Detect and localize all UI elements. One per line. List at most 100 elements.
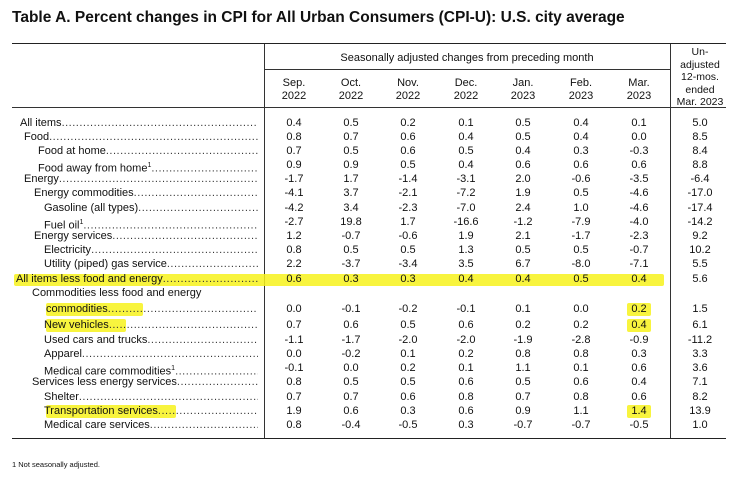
table-title: Table A. Percent changes in CPI for All …: [12, 9, 625, 26]
column-divider: [670, 44, 671, 438]
value-cell: 0.4: [515, 273, 531, 285]
value-cell: 0.8: [286, 244, 302, 256]
leader-dots: ........................................…: [107, 303, 258, 315]
value-cell: 0.9: [343, 159, 359, 171]
row-label: Utility (piped) gas service.............…: [44, 257, 258, 272]
value-cell: -1.4: [398, 173, 418, 185]
value-cell: 1.9: [286, 405, 302, 417]
value-cell: 0.7: [343, 131, 359, 143]
footnote-marker: 1: [79, 219, 84, 226]
row-label-text: Food: [24, 131, 50, 143]
value-cell: 0.6: [458, 405, 474, 417]
row-label-text: commodities: [46, 303, 108, 315]
table-row: Services less energy services...........…: [12, 375, 726, 390]
table-row: Energy commodities......................…: [12, 186, 726, 201]
row-label: All items less food and energy..........…: [16, 272, 258, 287]
value-cell: 0.8: [286, 131, 302, 143]
row-label: Energy services.........................…: [34, 229, 258, 244]
row-label: Used cars and trucks....................…: [44, 333, 258, 348]
unadjusted-value-cell: 10.2: [689, 244, 711, 256]
value-cell: -3.4: [398, 258, 418, 270]
cpi-table: Seasonally adjusted changes from precedi…: [12, 43, 726, 439]
value-cell: -4.0: [629, 216, 649, 228]
unadjusted-header: Un- adjusted 12-mos. ended Mar. 2023: [676, 46, 724, 108]
value-cell: 1.1: [573, 405, 589, 417]
value-cell: -2.0: [456, 334, 476, 346]
row-label-text: Shelter: [44, 391, 79, 403]
unadjusted-value-cell: 5.6: [692, 273, 708, 285]
value-cell: -0.9: [629, 334, 649, 346]
table-row: Used cars and trucks....................…: [12, 333, 726, 348]
row-label-text: Utility (piped) gas service: [44, 258, 167, 270]
value-cell: 0.1: [458, 362, 474, 374]
month-label: Sep.: [282, 77, 306, 89]
value-cell: 0.8: [286, 419, 302, 431]
row-label-text: Medical care commodities: [44, 365, 172, 378]
value-cell: 0.0: [343, 362, 359, 374]
table-row: Apparel.................................…: [12, 347, 726, 362]
value-cell: 1.7: [343, 173, 359, 185]
value-cell: 0.5: [573, 273, 589, 285]
table-row: Food at home............................…: [12, 144, 726, 159]
value-cell: 0.3: [343, 273, 359, 285]
value-cell: 1.4: [631, 405, 647, 417]
row-label-text: All items: [20, 117, 62, 129]
value-cell: 0.7: [343, 391, 359, 403]
leader-dots: ........................................…: [147, 334, 258, 346]
value-cell: 0.6: [631, 362, 647, 374]
unadjusted-value-cell: 8.4: [692, 145, 708, 157]
value-cell: -0.1: [341, 303, 361, 315]
value-cell: -2.8: [571, 334, 591, 346]
value-cell: 0.2: [573, 319, 589, 331]
seasonal-header: Seasonally adjusted changes from precedi…: [340, 52, 594, 64]
value-cell: 3.4: [343, 202, 359, 214]
row-label: Shelter.................................…: [44, 390, 258, 405]
value-cell: -7.9: [571, 216, 591, 228]
value-cell: 0.9: [286, 159, 302, 171]
value-cell: 0.8: [458, 391, 474, 403]
row-label-text: Services less energy services: [32, 376, 177, 388]
value-cell: 0.3: [573, 145, 589, 157]
leader-dots: ........................................…: [61, 117, 258, 129]
value-cell: -0.7: [571, 419, 591, 431]
unadjusted-value-cell: 8.8: [692, 159, 708, 171]
value-cell: -0.7: [513, 419, 533, 431]
value-cell: 0.0: [573, 303, 589, 315]
row-label: Fuel oil1...............................…: [44, 215, 258, 234]
value-cell: 6.7: [515, 258, 531, 270]
month-header: Feb. 2023: [553, 77, 609, 103]
value-cell: 0.5: [400, 319, 416, 331]
leader-dots: ........................................…: [157, 405, 258, 417]
row-label-text: Used cars and trucks: [44, 334, 148, 346]
table-row: Energy..................................…: [12, 172, 726, 187]
value-cell: 0.6: [400, 131, 416, 143]
highlight-mark: [627, 405, 651, 418]
column-divider: [264, 44, 265, 438]
value-cell: 1.3: [458, 244, 474, 256]
value-cell: 0.6: [515, 159, 531, 171]
value-cell: 0.4: [631, 319, 647, 331]
value-cell: 0.3: [400, 405, 416, 417]
unadjusted-value-cell: 13.9: [689, 405, 711, 417]
table-row: Food....................................…: [12, 130, 726, 145]
unadjusted-value-cell: 8.2: [692, 391, 708, 403]
value-cell: -0.1: [284, 362, 304, 374]
value-cell: -0.7: [629, 244, 649, 256]
table-row: Electricity.............................…: [12, 243, 726, 258]
row-label-text: Food at home: [38, 145, 106, 157]
leader-dots: ........................................…: [83, 219, 258, 232]
value-cell: -2.3: [398, 202, 418, 214]
value-cell: 0.9: [515, 405, 531, 417]
leader-dots: ........................................…: [133, 187, 258, 199]
value-cell: 0.1: [515, 303, 531, 315]
value-cell: 0.3: [631, 348, 647, 360]
value-cell: -0.4: [341, 419, 361, 431]
row-label-text: Transportation services: [44, 405, 158, 417]
value-cell: -3.1: [456, 173, 476, 185]
row-label-text: Apparel: [44, 348, 82, 360]
highlight-mark: [627, 319, 651, 332]
value-cell: 0.6: [343, 319, 359, 331]
row-label-text: Fuel oil: [44, 219, 80, 232]
leader-dots: ........................................…: [108, 319, 258, 331]
value-cell: 0.7: [286, 145, 302, 157]
